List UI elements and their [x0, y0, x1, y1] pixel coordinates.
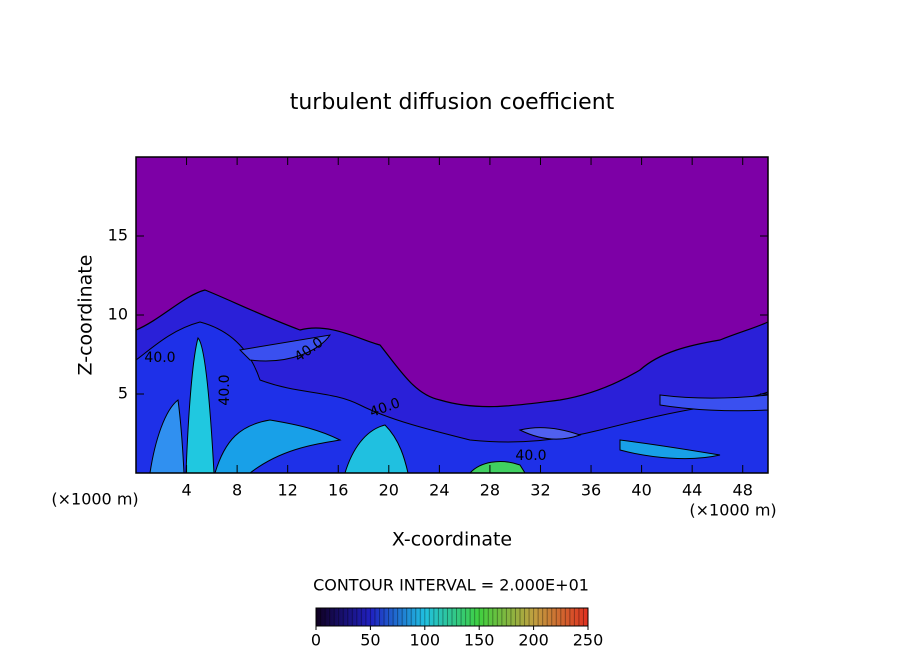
y-axis-label: Z-coordinate [75, 255, 97, 376]
x-tick-label: 4 [181, 481, 191, 500]
chart-title: turbulent diffusion coefficient [290, 90, 615, 115]
y-axis-unit: (×1000 m) [51, 490, 138, 509]
colorbar-tick-label: 200 [518, 631, 549, 650]
y-tick-label: 15 [108, 226, 128, 245]
colorbar-tick-label: 0 [311, 631, 321, 650]
y-tick-label: 10 [108, 305, 128, 324]
x-tick-label: 44 [682, 481, 702, 500]
x-tick-label: 12 [278, 481, 298, 500]
x-axis-unit: (×1000 m) [689, 501, 776, 520]
colorbar-tick-label: 50 [360, 631, 380, 650]
x-tick-label: 16 [328, 481, 348, 500]
colorbar-tick-label: 100 [410, 631, 441, 650]
colorbar [315, 607, 589, 627]
x-tick-label: 36 [581, 481, 601, 500]
field [136, 157, 768, 473]
colorbar-title: CONTOUR INTERVAL = 2.000E+01 [313, 576, 589, 595]
y-tick-label: 5 [118, 384, 128, 403]
x-tick-label: 40 [631, 481, 651, 500]
contour-label: 40.0 [515, 448, 546, 464]
x-tick-label: 20 [379, 481, 399, 500]
x-tick-label: 8 [232, 481, 242, 500]
x-tick-label: 28 [480, 481, 500, 500]
x-tick-label: 48 [733, 481, 753, 500]
x-axis-label: X-coordinate [392, 529, 512, 551]
colorbar-tick-label: 250 [573, 631, 604, 650]
contour-label: 40.0 [144, 350, 175, 366]
colorbar-tick-label: 150 [464, 631, 495, 650]
contour-label: 40.0 [217, 374, 233, 405]
x-tick-label: 24 [429, 481, 449, 500]
x-tick-label: 32 [530, 481, 550, 500]
